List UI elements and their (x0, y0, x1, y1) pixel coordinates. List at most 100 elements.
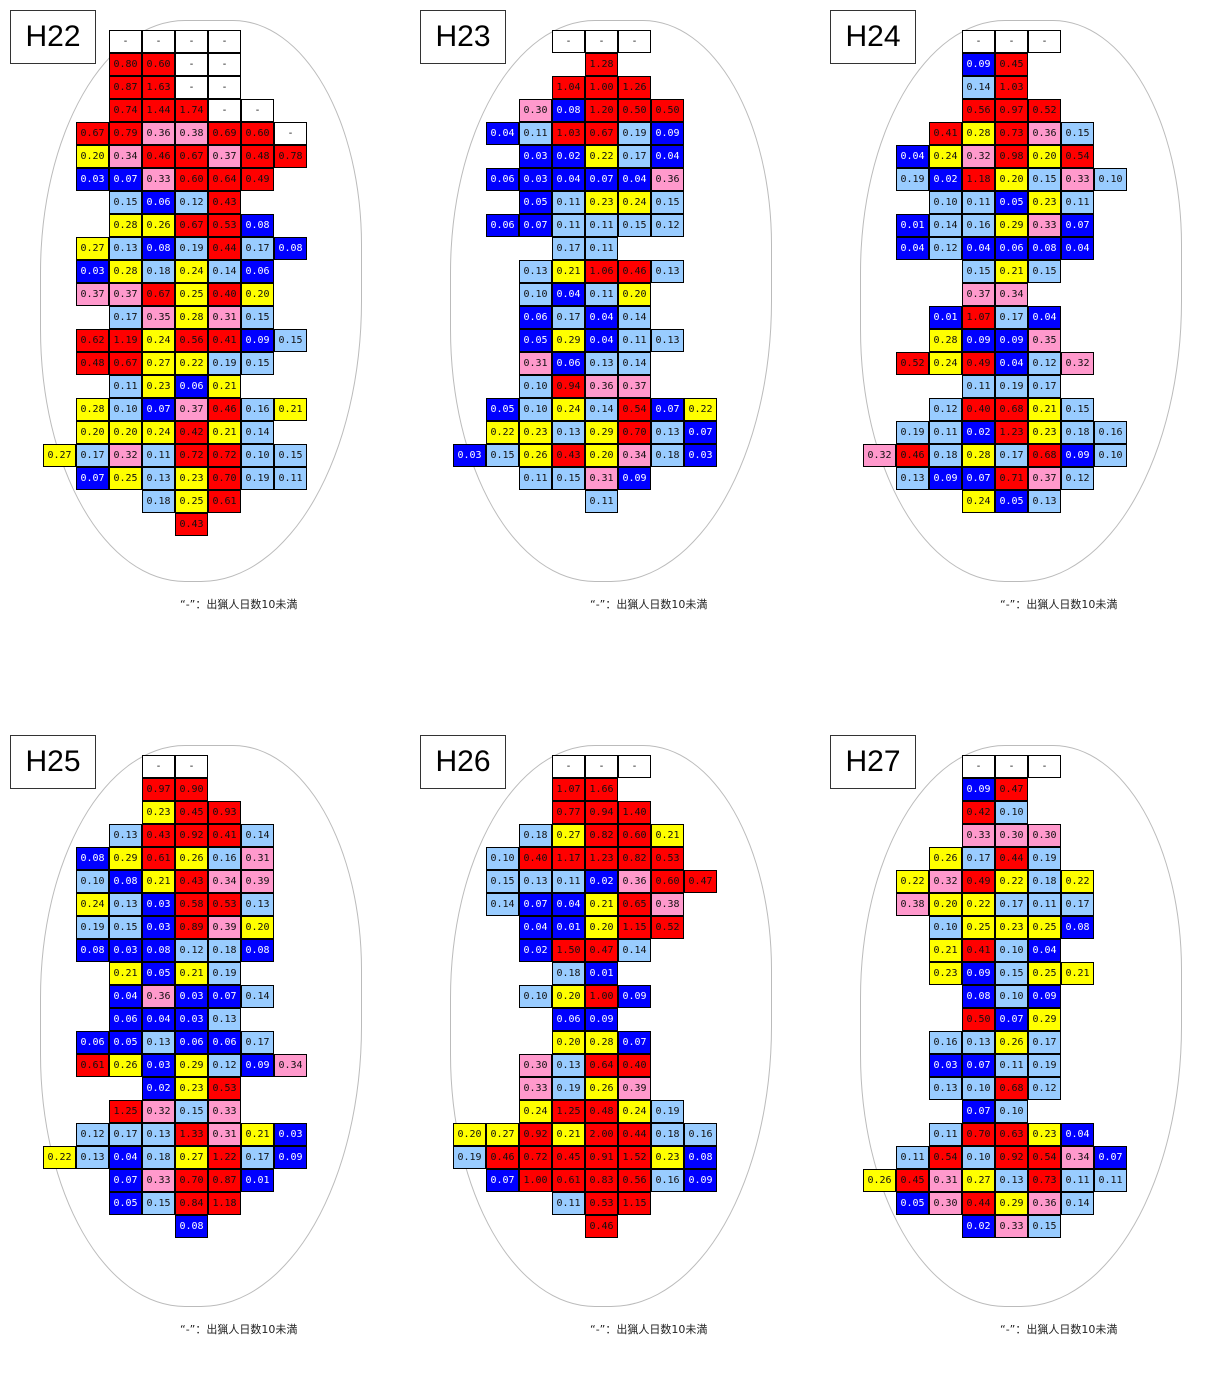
grid-cell: 0.09 (241, 1054, 274, 1077)
grid-cell: 0.11 (929, 421, 962, 444)
grid-cell: 0.32 (962, 145, 995, 168)
grid-cell: 0.26 (519, 444, 552, 467)
grid-cell: 0.10 (519, 398, 552, 421)
grid-cell: 0.15 (274, 329, 307, 352)
grid-cell: 0.28 (962, 444, 995, 467)
grid-cell: 0.12 (76, 1123, 109, 1146)
grid-cell: 0.11 (552, 1192, 585, 1215)
grid-cell: 0.05 (995, 191, 1028, 214)
grid-cell: 0.09 (585, 1008, 618, 1031)
grid-cell: 0.49 (962, 870, 995, 893)
grid-cell: 0.10 (995, 801, 1028, 824)
grid-cell: 0.08 (142, 237, 175, 260)
grid-cell: 0.38 (896, 893, 929, 916)
grid-cell: 0.97 (142, 778, 175, 801)
grid-cell: 0.39 (618, 1077, 651, 1100)
grid-cell: 0.19 (995, 375, 1028, 398)
grid-cell: 0.13 (76, 1146, 109, 1169)
grid-cell: 0.09 (1061, 444, 1094, 467)
grid-cell: 0.18 (651, 444, 684, 467)
grid-cell: 0.06 (175, 375, 208, 398)
grid-cell: 0.11 (962, 191, 995, 214)
grid-cell: 0.13 (1028, 490, 1061, 513)
grid-cell: 1.25 (109, 1100, 142, 1123)
grid-cell: 0.03 (142, 916, 175, 939)
grid-cell: 0.11 (552, 214, 585, 237)
grid-cell: 0.09 (651, 122, 684, 145)
grid-cell: 2.00 (585, 1123, 618, 1146)
grid-cell: 0.24 (76, 893, 109, 916)
grid-cell: 0.21 (1028, 398, 1061, 421)
grid-cell: 0.29 (552, 329, 585, 352)
grid-cell: 0.37 (76, 283, 109, 306)
grid-cell: 0.15 (486, 870, 519, 893)
grid-cell: 0.43 (552, 444, 585, 467)
grid-cell: 0.20 (241, 916, 274, 939)
grid-cell: 0.06 (142, 191, 175, 214)
map-panel-h23: - - -1.28 1.04 1.00 1.26 0.30 0.08 1.20 0.50 0.50 0… (410, 0, 810, 660)
grid-cell: 0.27 (486, 1123, 519, 1146)
grid-cell: 0.36 (1028, 122, 1061, 145)
grid-cell: 0.22 (896, 870, 929, 893)
grid-cell: 0.19 (241, 467, 274, 490)
grid-cell: 0.78 (274, 145, 307, 168)
grid-cell: 0.11 (552, 191, 585, 214)
grid-cell: 0.06 (109, 1008, 142, 1031)
grid-cell: 0.05 (519, 191, 552, 214)
grid-cell: 0.70 (618, 421, 651, 444)
grid-cell: 0.08 (1061, 916, 1094, 939)
grid-cell: 0.10 (486, 847, 519, 870)
grid-cell: 0.13 (519, 870, 552, 893)
grid-cell: 0.17 (995, 444, 1028, 467)
grid-cell: 0.77 (552, 801, 585, 824)
grid-cell: 0.28 (962, 122, 995, 145)
grid-cell: 0.72 (208, 444, 241, 467)
grid-cell: 0.05 (486, 398, 519, 421)
grid-cell: 0.83 (585, 1169, 618, 1192)
grid-cell: 0.11 (519, 467, 552, 490)
grid-cell: 0.80 (109, 53, 142, 76)
grid-cell: 1.74 (175, 99, 208, 122)
grid-cell: 0.19 (618, 122, 651, 145)
grid-cell: 0.04 (109, 985, 142, 1008)
grid-cell: 0.19 (175, 237, 208, 260)
map-panel-h27: - - -0.09 0.47 0.42 0.10 0.33 0.30 0.30 0.26 0.17 0… (820, 725, 1220, 1385)
grid-cell: 0.23 (929, 962, 962, 985)
grid-cell: 0.03 (175, 985, 208, 1008)
grid-cell: 0.11 (1061, 191, 1094, 214)
grid-cell: - (175, 755, 208, 778)
grid-cell: 0.82 (618, 847, 651, 870)
grid-cell: 0.07 (651, 398, 684, 421)
grid-cell: 0.22 (995, 870, 1028, 893)
grid-cell: 0.04 (1061, 1123, 1094, 1146)
grid-cell: 0.15 (1061, 122, 1094, 145)
grid-cell: 1.23 (585, 847, 618, 870)
grid-cell: 0.04 (519, 916, 552, 939)
panel-title: H23 (420, 10, 506, 64)
grid-cell: 0.25 (175, 283, 208, 306)
legend-note: “-”：出猟人日数10未満 (1000, 1323, 1118, 1336)
grid-cell: 0.10 (929, 916, 962, 939)
grid-cell: - (962, 755, 995, 778)
grid-cell: 0.31 (519, 352, 552, 375)
grid-cell: 0.34 (208, 870, 241, 893)
map-panel-h26: - - -1.07 1.66 0.77 0.94 1.40 0.18 0.27 0.82 0.60 0… (410, 725, 810, 1385)
grid-cell: 0.02 (962, 421, 995, 444)
grid-cell: 0.11 (1028, 893, 1061, 916)
grid-cell: 0.61 (76, 1054, 109, 1077)
grid-cell: 0.26 (109, 1054, 142, 1077)
grid-cell: 0.74 (109, 99, 142, 122)
grid-cell: 0.53 (208, 1077, 241, 1100)
grid-cell: 0.89 (175, 916, 208, 939)
legend-note: “-”：出猟人日数10未満 (590, 1323, 708, 1336)
grid-cell: 1.40 (618, 801, 651, 824)
grid-cell: 0.02 (552, 145, 585, 168)
grid-cell: 0.35 (1028, 329, 1061, 352)
grid-cell: 0.07 (585, 168, 618, 191)
grid-cell: 0.19 (208, 962, 241, 985)
grid-cell: - (208, 53, 241, 76)
grid-cell: 0.22 (43, 1146, 76, 1169)
grid-cell: - (552, 755, 585, 778)
grid-cell: 0.23 (995, 916, 1028, 939)
grid-cell: 0.11 (142, 444, 175, 467)
